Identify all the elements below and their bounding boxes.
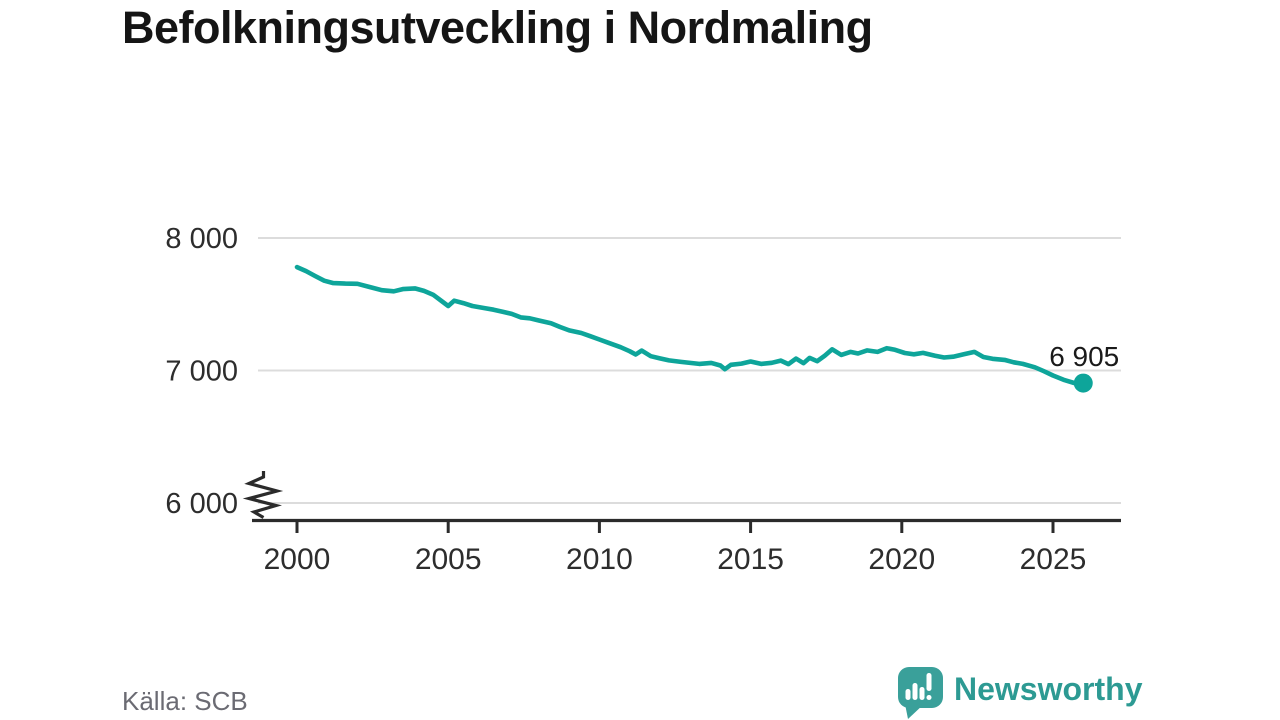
source-note: Källa: SCB [122, 686, 248, 716]
x-tick-label-2025: 2025 [1020, 543, 1087, 576]
end-value-label: 6 905 [1049, 341, 1119, 372]
y-tick-label-7000: 7 000 [165, 356, 238, 388]
newsworthy-logo: Newsworthy [898, 667, 1143, 719]
y-tick-label-8000: 8 000 [165, 223, 238, 255]
x-tick-label-2020: 2020 [868, 543, 935, 576]
y-axis-break-icon [242, 471, 284, 519]
latest-value-dot [1073, 373, 1093, 393]
chart-title: Befolkningsutveckling i Nordmaling [122, 2, 873, 53]
newsworthy-logo-bubble-icon [898, 667, 943, 719]
x-tick-label-2000: 2000 [264, 543, 331, 576]
x-tick-label-2015: 2015 [717, 543, 784, 576]
newsworthy-wordmark: Newsworthy [954, 671, 1143, 707]
bar-chart-exclamation-icon [905, 673, 932, 700]
x-tick-label-2010: 2010 [566, 543, 633, 576]
population-series-line [294, 264, 1086, 386]
x-tick-label-2005: 2005 [415, 543, 482, 576]
y-tick-label-6000: 6 000 [165, 488, 238, 520]
